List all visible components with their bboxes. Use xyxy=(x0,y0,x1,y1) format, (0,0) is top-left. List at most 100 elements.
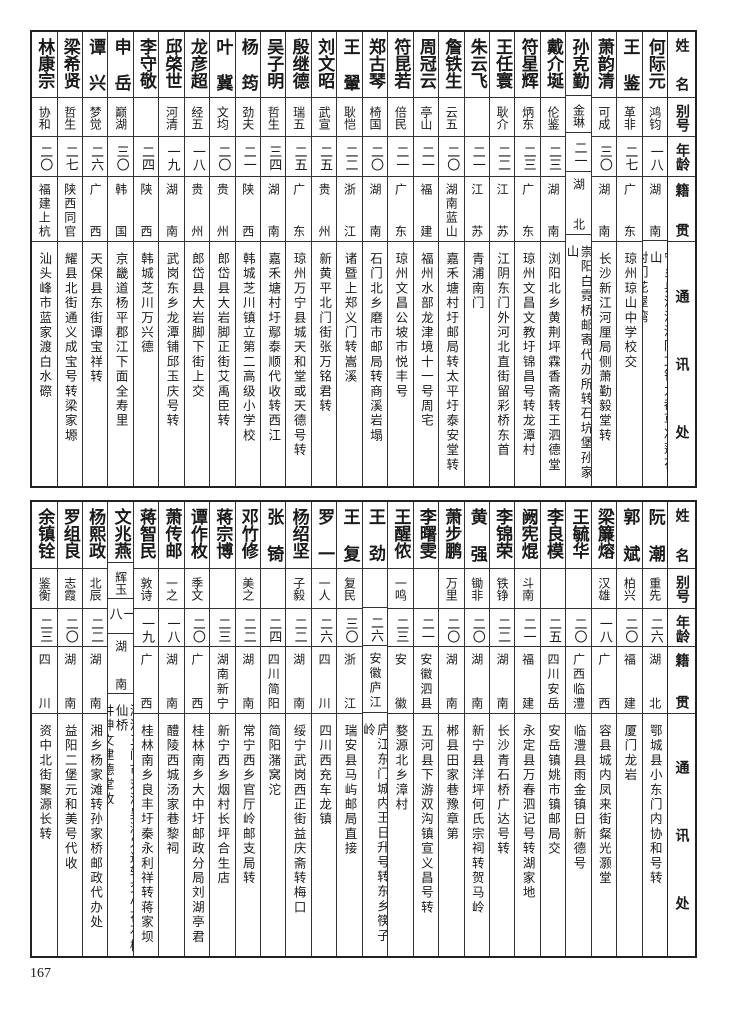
person-address-cell: 石门北乡磨市邮局转商溪岩塌 xyxy=(363,242,387,486)
person-age: 二一 xyxy=(571,141,587,168)
person-age: 二三 xyxy=(520,145,536,171)
table-row: 杨筠 劲夫 二一 陕西 韩城芝川镇立第二高级小学校 xyxy=(234,32,260,486)
table-row: 王鉴 革非 二七 广东 琼州琼山中学校交 xyxy=(616,32,642,486)
person-age-cell: 二二 xyxy=(337,137,362,177)
person-alias-cell xyxy=(540,569,566,609)
person-origin: 湖南 xyxy=(266,183,281,237)
person-alias-cell: 耿恺 xyxy=(337,98,362,137)
person-alias-cell: 瑞五 xyxy=(286,98,311,137)
person-origin: 广西 xyxy=(596,653,611,709)
person-address: 临澧县雨金镇日新德号 xyxy=(571,724,587,871)
person-address: 简阳潴窝沱 xyxy=(266,724,282,798)
person-origin-cell: 湖南 xyxy=(489,647,515,714)
table-row: 余镇铨 鉴衡 二三 四川 资中北街聚源长转 xyxy=(32,502,57,956)
person-name: 王翬 xyxy=(339,38,360,91)
person-name-cell: 郭斌 xyxy=(617,502,642,569)
table-row: 邓竹修 美之 二二 湖南 常宁西乡官厅岭邮支局转 xyxy=(234,502,260,956)
person-age-cell: 二二 xyxy=(489,609,515,647)
person-name-cell: 李守敬 xyxy=(133,32,159,98)
person-alias-cell xyxy=(566,569,591,609)
person-name: 邱棨世 xyxy=(161,38,182,89)
person-address: 石门北乡磨市邮局转商溪岩塌 xyxy=(367,252,383,444)
table-row: 龙彦超 经五 一八 贵州 郎岱县大岩脚下街上交 xyxy=(183,32,210,486)
person-age-cell: 二一 xyxy=(388,137,413,177)
person-alias: 可成 xyxy=(596,106,611,130)
person-origin-cell: 四川简阳 xyxy=(261,647,286,714)
person-address: 资中北街聚源长转 xyxy=(37,724,53,842)
person-alias: 耿介 xyxy=(495,106,510,130)
person-alias-cell: 河清 xyxy=(159,98,184,137)
person-age: 一八 xyxy=(108,607,133,621)
person-address-cell: 武岗东乡龙潭铺邱玉庆号转 xyxy=(159,242,183,486)
person-name: 阙宪焜 xyxy=(517,508,538,559)
person-address-cell: 临澧县雨金镇日新德号 xyxy=(566,714,590,956)
person-name-cell: 王任寰 xyxy=(489,32,515,98)
person-alias-cell: 哲生 xyxy=(261,98,286,137)
person-origin: 四川安岳 xyxy=(546,653,561,709)
person-name: 萧传邮 xyxy=(161,508,182,559)
person-name: 周冠云 xyxy=(415,38,436,89)
person-origin-cell: 广东 xyxy=(286,177,311,242)
table-row: 杨熙政 北辰 二二 湖南 湘乡杨家滩转孙家桥邮政代办处 xyxy=(81,502,108,956)
person-alias: 季文 xyxy=(189,577,204,601)
person-address: 五河县下游双沟镇宣义昌号转 xyxy=(418,724,434,916)
person-address: 诸暨上郑义门转嵩溪 xyxy=(342,252,358,385)
person-alias-cell: 武宣 xyxy=(311,98,337,137)
person-age: 二〇 xyxy=(444,145,460,171)
person-origin: 湖南 xyxy=(367,183,382,237)
person-alias-cell: 亭山 xyxy=(413,98,439,137)
person-alias-cell: 辉玉 xyxy=(108,563,133,600)
person-name-cell: 王鉴 xyxy=(617,32,642,98)
table-row: 申岳 巅湖 三〇 韩国 京畿道杨平郡江下面全寿里 xyxy=(107,32,133,486)
person-origin-cell: 安徽庐江 xyxy=(362,646,388,713)
person-age: 二三 xyxy=(393,617,409,643)
page-number: 167 xyxy=(30,966,51,981)
person-alias-cell: 北辰 xyxy=(82,569,108,609)
person-origin-cell: 陕西 xyxy=(235,177,260,242)
person-address-cell: 新黄平北门街张万铭君转 xyxy=(312,242,336,486)
person-origin-cell: 广西 xyxy=(591,647,617,714)
person-address: 厦门龙岩 xyxy=(622,724,638,783)
person-origin: 四川 xyxy=(37,653,52,709)
person-alias-cell: 倍民 xyxy=(388,98,413,137)
person-name: 王劲 xyxy=(364,508,385,562)
person-origin: 湖南 xyxy=(240,653,255,709)
person-origin: 湖南 xyxy=(546,183,561,237)
person-origin: 湖南 xyxy=(62,653,77,709)
person-age-cell: 一八 xyxy=(108,599,133,634)
person-origin: 四川简阳 xyxy=(266,653,281,709)
person-origin-cell: 湖南 xyxy=(286,647,311,714)
person-age-cell: 二五 xyxy=(540,609,566,647)
person-name: 郭斌 xyxy=(619,508,640,562)
person-alias: 武宣 xyxy=(317,106,332,130)
person-address: 瑞安县马屿邮局直接 xyxy=(342,724,358,857)
table-row: 周冠云 亭山 二一 福建 福州水部龙津境十一号周宅 xyxy=(412,32,439,486)
person-address: 郎岱县大岩脚下街上交 xyxy=(189,252,205,399)
person-origin: 湖南蓝山 xyxy=(444,183,459,237)
person-address: 郎岱县大岩脚正街艾禹臣转 xyxy=(215,252,231,429)
person-age-cell: 二〇 xyxy=(439,137,464,177)
person-name-cell: 黄强 xyxy=(464,502,489,569)
table-row: 戴介埏 伦鉴 二三 湖南 浏阳北乡黄荆坪霖香斋转王泗德堂 xyxy=(539,32,566,486)
person-address-cell: 厦门龙岩 xyxy=(617,714,641,956)
person-origin-cell: 韩国 xyxy=(108,177,133,242)
person-name-cell: 戴介埏 xyxy=(540,32,566,98)
person-name: 林康宗 xyxy=(34,38,55,89)
person-address: 长沙青石桥广达号转 xyxy=(495,724,511,857)
person-age-cell: 二五 xyxy=(286,137,311,177)
person-origin: 韩国 xyxy=(113,183,128,237)
header-address-cell: 通讯处 xyxy=(668,714,695,956)
person-origin: 浙江 xyxy=(342,183,357,237)
person-address: 韩城芝川镇立第二高级小学校 xyxy=(240,252,256,444)
table-row: 王复 复民 三〇 浙江 瑞安县马屿邮局直接 xyxy=(336,502,362,956)
table-row: 李良模 二五 四川安岳 安岳镇姚市镇邮局交 xyxy=(539,502,566,956)
person-origin-cell: 湖南 xyxy=(540,177,566,242)
person-alias: 炳东 xyxy=(520,106,535,130)
person-alias: 铁铮 xyxy=(495,577,510,601)
person-age: 二七 xyxy=(622,145,638,171)
person-age-cell: 三〇 xyxy=(591,137,617,177)
header-origin: 籍贯 xyxy=(673,183,690,237)
header-origin: 籍贯 xyxy=(673,653,690,709)
person-origin: 福建上杭 xyxy=(37,183,52,237)
person-name: 蒋宗博 xyxy=(212,508,233,559)
